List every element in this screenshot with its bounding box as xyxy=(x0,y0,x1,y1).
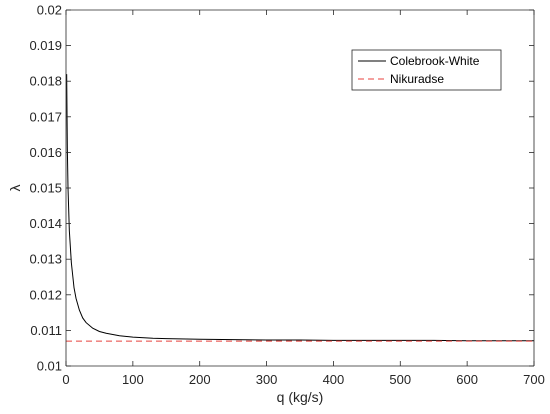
y-tick-label: 0.019 xyxy=(29,38,62,53)
y-tick-label: 0.02 xyxy=(37,3,62,18)
series-layer xyxy=(66,74,534,342)
x-tick-label: 200 xyxy=(189,372,211,387)
legend-box xyxy=(351,49,502,91)
y-tick-label: 0.014 xyxy=(29,216,62,231)
y-tick-label: 0.011 xyxy=(30,323,62,338)
y-tick-label: 0.01 xyxy=(37,359,62,374)
axes-layer xyxy=(65,9,535,367)
x-tick-label: 0 xyxy=(62,372,69,387)
ticks-layer: 0 100 200 300 400 500 600 700 0.01 0.011 0.012 0.01… xyxy=(29,3,544,388)
legend-label-nikuradse: Nikuradse xyxy=(390,72,444,86)
y-tick-label: 0.012 xyxy=(29,287,62,302)
series-line-colebrook-white xyxy=(66,74,534,342)
x-tick-label: 600 xyxy=(456,372,478,387)
y-axis-label: λ xyxy=(7,185,23,192)
y-tick-label: 0.018 xyxy=(29,74,62,89)
legend-label-colebrook-white: Colebrook-White xyxy=(390,54,480,68)
x-tick-label: 400 xyxy=(323,372,345,387)
x-tick-label: 500 xyxy=(389,372,411,387)
y-tick-label: 0.015 xyxy=(29,181,62,196)
legend: Colebrook-White Nikuradse xyxy=(351,49,502,91)
x-tick-label: 300 xyxy=(256,372,278,387)
x-tick-label: 700 xyxy=(523,372,545,387)
y-tick-label: 0.013 xyxy=(29,252,62,267)
x-tick-label: 100 xyxy=(122,372,144,387)
y-tick-label: 0.016 xyxy=(29,145,62,160)
y-tick-label: 0.017 xyxy=(29,109,62,124)
x-axis-label: q (kg/s) xyxy=(277,389,324,405)
